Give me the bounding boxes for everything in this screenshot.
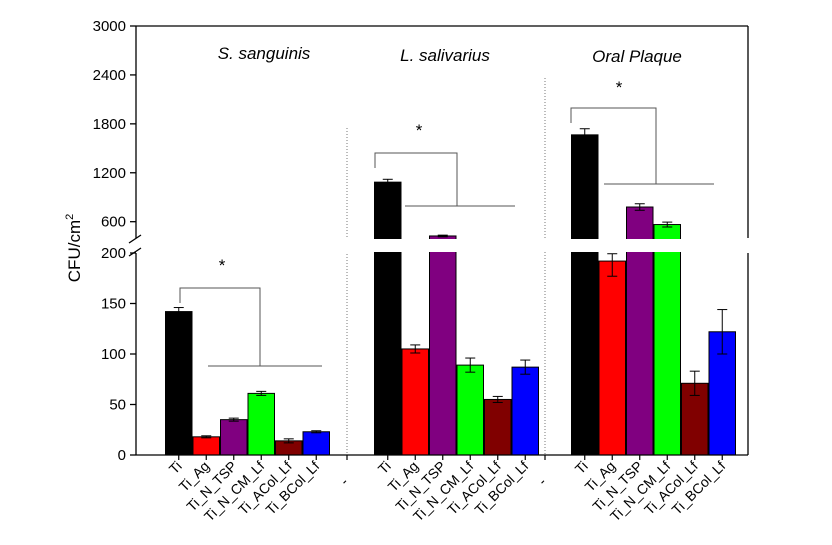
y-tick-label: 150 xyxy=(101,296,126,313)
significance-star: * xyxy=(416,121,423,140)
y-tick-label: 2400 xyxy=(93,67,126,84)
bar xyxy=(192,436,220,456)
bar xyxy=(374,181,402,456)
bar xyxy=(247,392,275,456)
bar xyxy=(653,224,681,456)
significance-bracket xyxy=(179,287,261,366)
significance-bracket xyxy=(374,152,458,206)
break-mark xyxy=(128,234,142,244)
break-mark xyxy=(128,247,142,257)
group-title: Oral Plaque xyxy=(592,47,682,66)
bar xyxy=(220,419,248,456)
y-tick-label: 0 xyxy=(118,447,126,464)
y-tick-label: 3000 xyxy=(93,18,126,35)
bar xyxy=(511,366,539,456)
y-axis-title: CFU/cm2 xyxy=(64,214,84,282)
bar xyxy=(401,348,429,456)
bar xyxy=(571,134,599,456)
bar xyxy=(484,398,512,456)
y-tick-label: 600 xyxy=(101,214,126,231)
bar xyxy=(429,235,457,456)
x-tick-label: Ti xyxy=(166,458,185,477)
y-tick-label: 200 xyxy=(101,245,126,262)
x-tick-label: Ti xyxy=(572,458,591,477)
bar xyxy=(165,311,193,456)
significance-star: * xyxy=(616,78,623,97)
bar xyxy=(456,364,484,456)
axis-break-gap xyxy=(128,239,749,252)
y-tick-label: 50 xyxy=(109,397,126,414)
y-tick-label: 100 xyxy=(101,346,126,363)
significance-star: * xyxy=(219,256,226,275)
group-title: S. sanguinis xyxy=(218,44,311,63)
significance-bracket xyxy=(570,107,657,184)
group-title: L. salivarius xyxy=(400,46,490,65)
separator-tick-label: - xyxy=(337,474,352,489)
y-tick-label: 1800 xyxy=(93,116,126,133)
x-tick-label: Ti xyxy=(375,458,394,477)
bar xyxy=(598,260,626,456)
separator-tick-label: - xyxy=(535,474,550,489)
bar xyxy=(302,431,330,456)
y-tick-label: 1200 xyxy=(93,165,126,182)
